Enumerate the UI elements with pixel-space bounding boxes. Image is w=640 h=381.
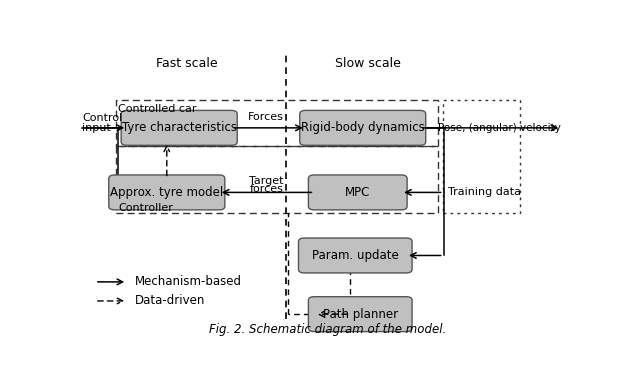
Bar <box>443 100 520 213</box>
FancyBboxPatch shape <box>109 175 225 210</box>
Text: Controller: Controller <box>118 203 173 213</box>
FancyBboxPatch shape <box>308 297 412 331</box>
Text: Path planner: Path planner <box>323 307 398 321</box>
Text: Fig. 2. Schematic diagram of the model.: Fig. 2. Schematic diagram of the model. <box>209 323 447 336</box>
Text: Forces: Forces <box>248 112 284 122</box>
Text: Param. update: Param. update <box>312 249 399 262</box>
Text: Data-driven: Data-driven <box>134 295 205 307</box>
Text: Tyre characteristics: Tyre characteristics <box>122 122 237 134</box>
Text: Controlled car: Controlled car <box>118 104 196 114</box>
Text: Training data: Training data <box>447 187 520 197</box>
FancyBboxPatch shape <box>121 110 237 145</box>
Text: Fast scale: Fast scale <box>156 57 218 70</box>
Text: input: input <box>83 123 111 133</box>
FancyBboxPatch shape <box>308 175 407 210</box>
Text: Approx. tyre model: Approx. tyre model <box>110 186 223 199</box>
Text: Target: Target <box>249 176 284 186</box>
Text: Slow scale: Slow scale <box>335 57 401 70</box>
Text: Mechanism-based: Mechanism-based <box>134 275 241 288</box>
Text: Pose, (angular) velocity: Pose, (angular) velocity <box>438 123 561 133</box>
Text: MPC: MPC <box>345 186 371 199</box>
FancyBboxPatch shape <box>298 238 412 273</box>
Text: forces: forces <box>250 184 284 194</box>
Bar <box>116 146 438 213</box>
Bar <box>116 100 438 146</box>
Text: Control: Control <box>83 114 123 123</box>
FancyBboxPatch shape <box>300 110 426 145</box>
Text: Rigid-body dynamics: Rigid-body dynamics <box>301 122 424 134</box>
